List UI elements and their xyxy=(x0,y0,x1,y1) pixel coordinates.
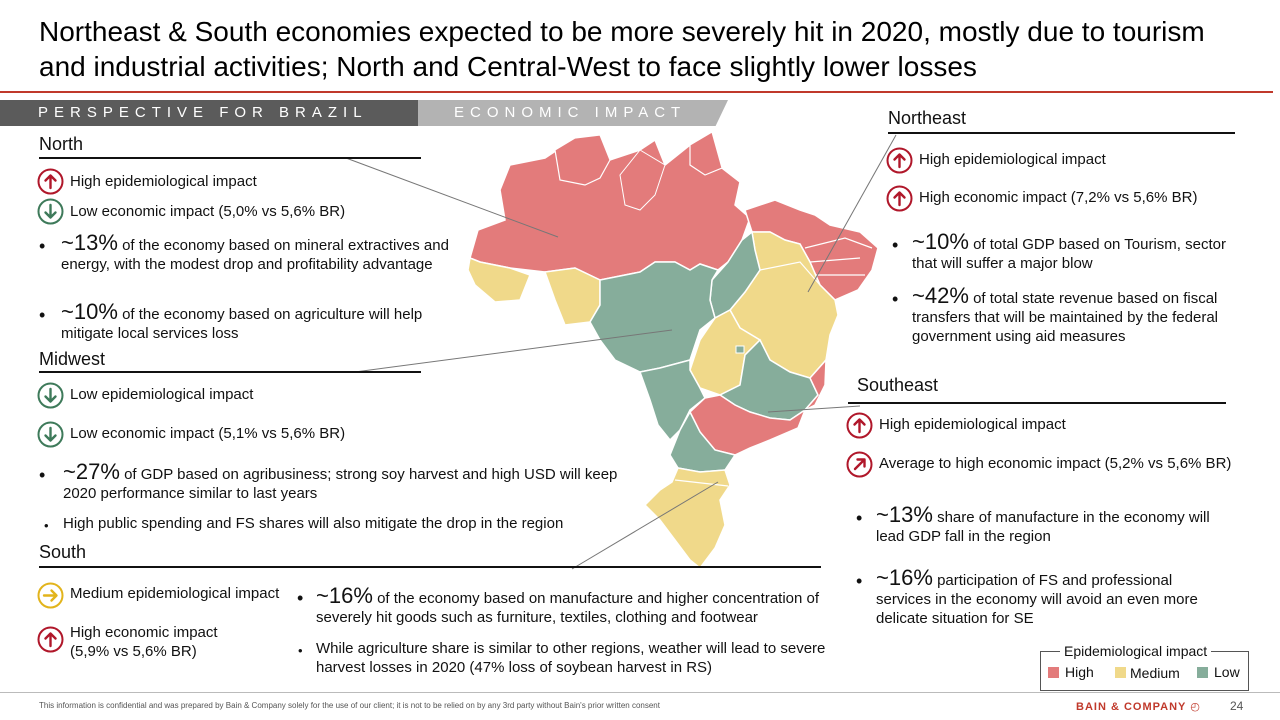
southeast-heading: Southeast xyxy=(857,375,939,395)
legend-swatch-low xyxy=(1197,667,1208,678)
arrow-down-icon xyxy=(37,421,64,448)
page-number: 24 xyxy=(1230,699,1244,713)
south-heading: South xyxy=(39,542,87,562)
south-eco-text: High economic impact (5,9% vs 5,6% BR) xyxy=(70,624,218,660)
region-acre xyxy=(467,256,531,303)
arrow-down-icon xyxy=(37,382,64,409)
legend-label-high: High xyxy=(1065,664,1094,680)
region-south xyxy=(643,467,731,570)
footer-divider xyxy=(0,692,1280,693)
brand-logo: BAIN & COMPANY ◴ xyxy=(1076,701,1201,713)
region-north xyxy=(469,130,751,281)
midwest-heading: Midwest xyxy=(39,349,106,369)
arrow-up-icon xyxy=(846,412,873,439)
region-df xyxy=(735,345,745,354)
northeast-bullet-2: ~42% of total state revenue based on fis… xyxy=(912,283,1218,346)
bullet: • xyxy=(856,571,863,591)
north-heading: North xyxy=(39,134,84,154)
legend-label-medium: Medium xyxy=(1130,665,1180,681)
region-parana xyxy=(669,410,737,473)
midwest-bullet-1: ~27% of GDP based on agribusiness; stron… xyxy=(63,459,618,503)
legend-label-low: Low xyxy=(1214,664,1240,680)
region-es xyxy=(804,357,827,411)
north-bullet-1: ~13% of the economy based on mineral ext… xyxy=(61,230,449,274)
arrow-right-icon xyxy=(37,582,64,609)
arrow-up-icon xyxy=(886,147,913,174)
southeast-bullet-1: ~13% share of manufacture in the economy… xyxy=(876,502,1210,546)
south-bullet-1: ~16% of the economy based on manufacture… xyxy=(316,583,820,627)
brand-mark-icon: ◴ xyxy=(1190,701,1201,713)
northeast-epi-text: High epidemiological impact xyxy=(919,151,1106,168)
south-epi-text: Medium epidemiological impact xyxy=(70,585,280,602)
midwest-epi-text: Low epidemiological impact xyxy=(70,386,254,403)
bullet: • xyxy=(298,643,303,658)
midwest-bullet-2: High public spending and FS shares will … xyxy=(63,515,564,532)
page-title: Northeast & South economies expected to … xyxy=(39,16,1205,82)
south-bullet-2: While agriculture share is similar to ot… xyxy=(316,640,826,676)
south-rule xyxy=(39,566,821,568)
legend-swatch-high xyxy=(1048,667,1059,678)
banner-perspective: PERSPECTIVE FOR BRAZIL xyxy=(0,100,418,126)
brazil-map xyxy=(467,130,879,570)
north-epi-text: High epidemiological impact xyxy=(70,173,257,190)
arrow-up-icon xyxy=(886,185,913,212)
northeast-bullet-1: ~10% of total GDP based on Tourism, sect… xyxy=(912,229,1226,273)
north-bullet-2: ~10% of the economy based on agriculture… xyxy=(61,299,423,343)
midwest-rule xyxy=(39,371,421,373)
legend-swatch-medium xyxy=(1115,667,1126,678)
northeast-heading: Northeast xyxy=(888,108,967,128)
north-eco-text: Low economic impact (5,0% vs 5,6% BR) xyxy=(70,203,346,220)
southeast-rule xyxy=(848,402,1226,404)
arrow-down-icon xyxy=(37,198,64,225)
northeast-rule xyxy=(888,132,1235,134)
bullet: • xyxy=(39,236,46,256)
confidentiality-note: This information is confidential and was… xyxy=(39,701,660,710)
banner-economic-impact: ECONOMIC IMPACT xyxy=(418,100,728,126)
southeast-epi-text: High epidemiological impact xyxy=(879,416,1066,433)
title-divider xyxy=(0,91,1273,93)
bullet: • xyxy=(44,518,49,533)
northeast-eco-text: High economic impact (7,2% vs 5,6% BR) xyxy=(919,189,1198,206)
arrow-diagonal-icon xyxy=(846,451,873,478)
bullet: • xyxy=(39,465,46,485)
bullet: • xyxy=(892,289,899,309)
bullet: • xyxy=(892,235,899,255)
bullet: • xyxy=(856,508,863,528)
arrow-up-icon xyxy=(37,626,64,653)
north-rule xyxy=(39,157,421,159)
bullet: • xyxy=(39,305,46,325)
midwest-eco-text: Low economic impact (5,1% vs 5,6% BR) xyxy=(70,425,346,442)
legend-title: Epidemiological impact xyxy=(1060,643,1212,659)
southeast-bullet-2: ~16% participation of FS and professiona… xyxy=(876,565,1198,628)
bullet: • xyxy=(297,588,304,608)
arrow-up-icon xyxy=(37,168,64,195)
southeast-eco-text: Average to high economic impact (5,2% vs… xyxy=(879,455,1232,472)
